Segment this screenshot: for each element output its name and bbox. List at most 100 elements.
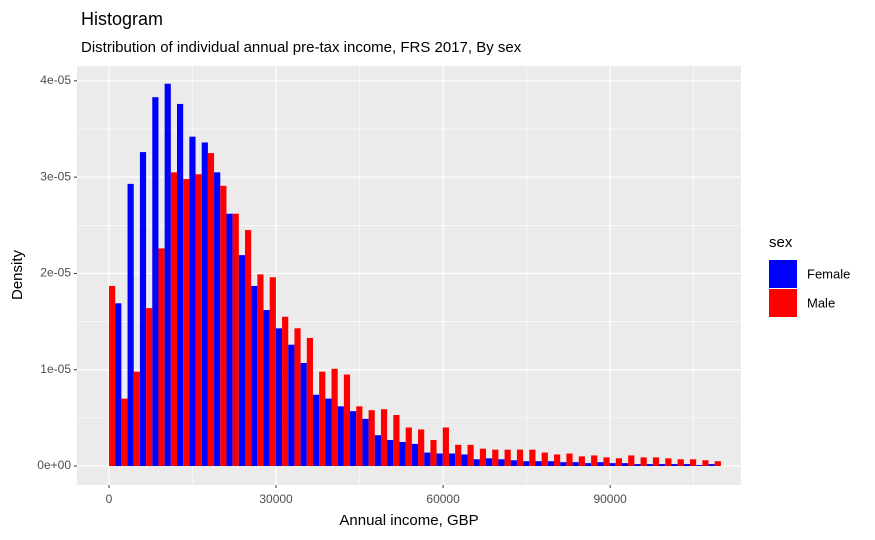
bar (405, 427, 412, 467)
bar (671, 464, 678, 467)
bar (560, 462, 567, 467)
bar (158, 248, 165, 467)
bar (634, 464, 641, 467)
bar (584, 463, 592, 467)
bar (702, 460, 709, 467)
bar (541, 452, 548, 467)
bar (696, 465, 703, 467)
bar (486, 458, 493, 467)
bar (677, 459, 684, 467)
bar (121, 398, 128, 467)
legend-key (769, 289, 797, 317)
bar (628, 455, 635, 467)
bar (510, 460, 517, 467)
chart-title: Histogram (81, 9, 163, 29)
bar (461, 454, 468, 467)
bar (399, 441, 406, 467)
bar (195, 174, 202, 467)
bar (337, 406, 344, 467)
bar (288, 344, 295, 467)
bar (226, 213, 233, 467)
bar (170, 172, 178, 467)
legend-label: Male (807, 295, 835, 310)
bar (350, 411, 357, 467)
bar (535, 461, 542, 467)
bar (146, 308, 153, 467)
bar (127, 183, 134, 467)
bar (177, 103, 184, 467)
bar (343, 374, 351, 467)
bar (665, 458, 672, 467)
bar (640, 457, 647, 467)
y-tick-label: 2e-05 (40, 266, 71, 280)
legend-key (769, 260, 797, 288)
bar (418, 429, 425, 467)
bar (591, 455, 598, 467)
chart-subtitle: Distribution of individual annual pre-ta… (81, 39, 522, 56)
bar (652, 457, 660, 467)
bar (189, 136, 196, 467)
bar (479, 448, 487, 467)
bar (133, 371, 140, 467)
bar (220, 185, 227, 467)
y-tick-label: 0e+00 (37, 458, 71, 472)
bar (659, 464, 666, 467)
bar (467, 444, 474, 467)
bar (455, 444, 462, 467)
bar (646, 464, 653, 467)
bar (207, 153, 215, 467)
bar (424, 452, 431, 467)
bar (294, 328, 301, 467)
bar (257, 274, 264, 467)
bar (566, 453, 573, 467)
bar (387, 440, 394, 467)
bar (498, 459, 505, 467)
bar (504, 449, 511, 467)
bar (554, 454, 561, 467)
bar (109, 285, 116, 467)
y-tick-label: 1e-05 (40, 362, 71, 376)
bar (411, 443, 419, 467)
bar (201, 142, 208, 467)
legend-label: Female (807, 266, 850, 281)
bar (275, 328, 283, 467)
bar (183, 179, 190, 467)
bar (529, 449, 536, 467)
bar (547, 461, 555, 467)
bar (622, 463, 629, 467)
bar (714, 461, 721, 467)
bar (448, 453, 456, 467)
bar (597, 462, 604, 467)
bar (473, 459, 480, 467)
bar (251, 285, 258, 467)
bar (115, 303, 122, 467)
bar (603, 457, 610, 467)
x-axis-title: Annual income, GBP (339, 512, 478, 529)
bar (436, 453, 443, 467)
bar (244, 230, 252, 467)
bar (380, 409, 388, 467)
x-tick-label: 0 (106, 492, 113, 506)
y-tick-label: 3e-05 (40, 169, 71, 183)
bar (238, 255, 245, 467)
bar (362, 418, 369, 467)
bar (393, 414, 400, 467)
bar (615, 458, 623, 467)
bar (139, 152, 147, 467)
bar (689, 459, 697, 467)
bar (306, 337, 313, 467)
y-axis-title: Density (9, 249, 26, 300)
bar (356, 406, 363, 467)
bar (708, 464, 715, 467)
x-tick-label: 90000 (593, 492, 627, 506)
bar (368, 410, 375, 467)
bar (152, 97, 159, 467)
bar (578, 456, 585, 467)
bar (282, 316, 289, 467)
bar (164, 83, 171, 467)
y-tick-label: 4e-05 (40, 73, 71, 87)
bar (523, 461, 530, 467)
bar (572, 462, 579, 467)
bar (683, 464, 690, 467)
bar (232, 213, 239, 467)
